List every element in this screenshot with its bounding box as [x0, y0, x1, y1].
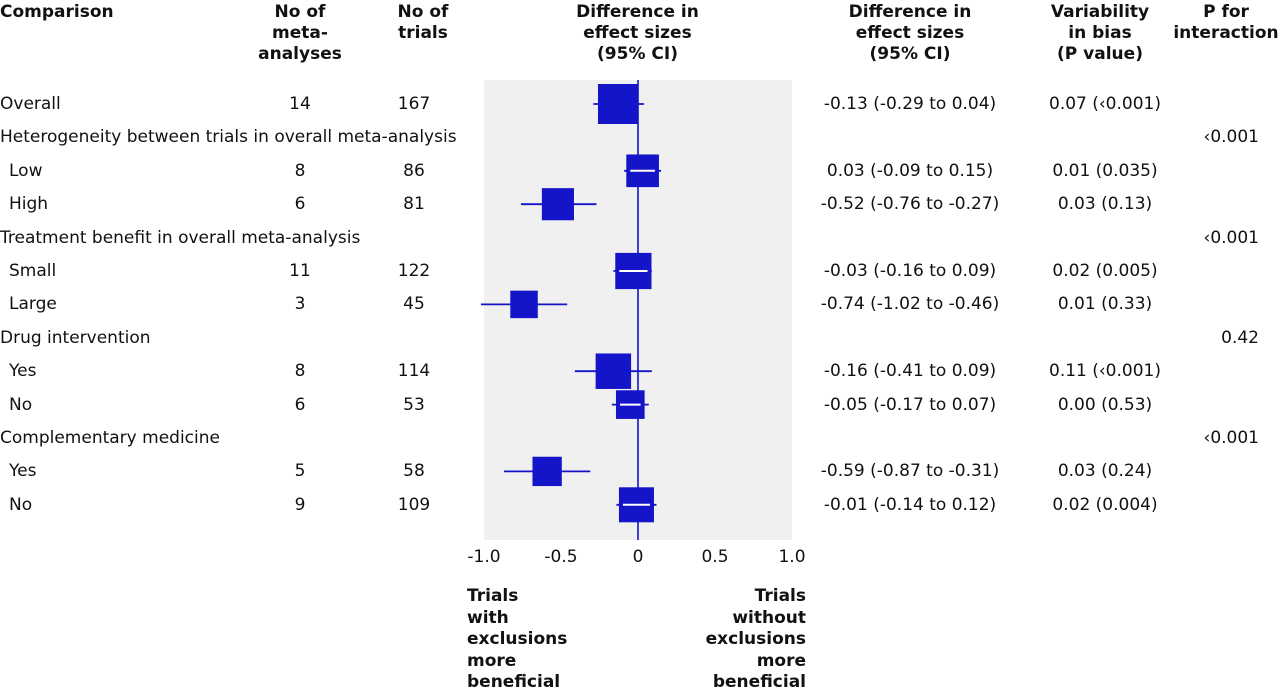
meta-analyses-count: 9 [294, 494, 306, 515]
trials-count: 167 [397, 94, 431, 114]
variability-value: 0.01 (0.035) [1052, 160, 1158, 181]
variability-value: 0.03 (0.13) [1057, 194, 1153, 215]
trials-count: 122 [397, 261, 431, 281]
header-variability: Variability in bias (P value) [1050, 2, 1150, 64]
header-trials: No of trials [397, 2, 449, 43]
p-interaction-value: 0.42 [1221, 327, 1259, 348]
effect-size-ci: -0.13 (-0.29 to 0.04) [823, 94, 997, 114]
header-comparison: Comparison [0, 2, 114, 22]
x-tick-label: 0 [633, 547, 644, 567]
footer-right-label: Trials without exclusions more beneficia… [705, 586, 806, 692]
meta-analyses-count: 8 [294, 361, 306, 382]
row-label: Yes [9, 361, 37, 382]
estimate-box [510, 290, 538, 319]
estimate-box [597, 84, 638, 124]
row-label: No [9, 494, 33, 515]
trials-count: 114 [397, 361, 431, 382]
p-interaction-value: ‹0.001 [1203, 127, 1259, 148]
trials-count: 53 [403, 394, 425, 415]
effect-size-ci: 0.03 (-0.09 to 0.15) [826, 160, 994, 181]
row-label: Low [9, 160, 43, 181]
header-difference-plot: Difference in effect sizes (95% CI) [576, 2, 699, 64]
meta-analyses-count: 3 [294, 294, 306, 315]
meta-analyses-count: 8 [294, 160, 306, 181]
group-label: Drug intervention [0, 327, 151, 348]
effect-size-ci: -0.52 (-0.76 to -0.27) [820, 194, 1000, 215]
effect-size-ci: -0.01 (-0.14 to 0.12) [823, 494, 997, 515]
trials-count: 109 [397, 494, 431, 515]
trials-count: 86 [403, 160, 425, 181]
p-interaction-value: ‹0.001 [1203, 428, 1259, 448]
variability-value: 0.01 (0.33) [1057, 294, 1153, 315]
variability-value: 0.11 (‹0.001) [1049, 361, 1161, 382]
meta-analyses-count: 11 [289, 261, 311, 281]
footer-left-label: Trials with exclusions more beneficial [467, 586, 568, 692]
header-difference-text: Difference in effect sizes (95% CI) [848, 2, 972, 64]
trials-count: 58 [403, 461, 425, 482]
group-label: Heterogeneity between trials in overall … [0, 127, 457, 148]
x-tick-label: 0.5 [701, 547, 728, 567]
estimate-box [595, 353, 632, 389]
p-interaction-value: ‹0.001 [1203, 227, 1259, 248]
x-tick-label: -1.0 [467, 547, 500, 567]
row-label: Overall [0, 94, 61, 114]
x-tick-label: 1.0 [778, 547, 805, 567]
row-label: High [9, 194, 49, 215]
variability-value: 0.02 (0.004) [1052, 494, 1158, 515]
effect-size-ci: -0.59 (-0.87 to -0.31) [820, 461, 1000, 482]
meta-analyses-count: 6 [294, 194, 306, 215]
row-label: No [9, 394, 33, 415]
estimate-box [541, 188, 574, 221]
row-label: Yes [9, 461, 37, 482]
variability-value: 0.07 (‹0.001) [1049, 94, 1161, 114]
group-label: Complementary medicine [0, 428, 220, 448]
header-p-interaction: P for interaction [1173, 2, 1279, 43]
effect-size-ci: -0.03 (-0.16 to 0.09) [823, 261, 997, 281]
effect-size-ci: -0.74 (-1.02 to -0.46) [820, 294, 1000, 315]
variability-value: 0.03 (0.24) [1057, 461, 1153, 482]
row-label: Small [9, 261, 57, 281]
meta-analyses-count: 14 [289, 94, 311, 114]
variability-value: 0.00 (0.53) [1057, 394, 1153, 415]
variability-value: 0.02 (0.005) [1052, 261, 1158, 281]
meta-analyses-count: 5 [294, 461, 306, 482]
row-label: Large [9, 294, 57, 315]
trials-count: 45 [403, 294, 425, 315]
effect-size-ci: -0.05 (-0.17 to 0.07) [823, 394, 997, 415]
x-tick-label: -0.5 [544, 547, 577, 567]
meta-analyses-count: 6 [294, 394, 306, 415]
estimate-box [532, 456, 562, 487]
effect-size-ci: -0.16 (-0.41 to 0.09) [823, 361, 997, 382]
trials-count: 81 [403, 194, 425, 215]
header-meta-analyses: No of meta- analyses [258, 2, 342, 64]
group-label: Treatment benefit in overall meta-analys… [0, 227, 361, 248]
